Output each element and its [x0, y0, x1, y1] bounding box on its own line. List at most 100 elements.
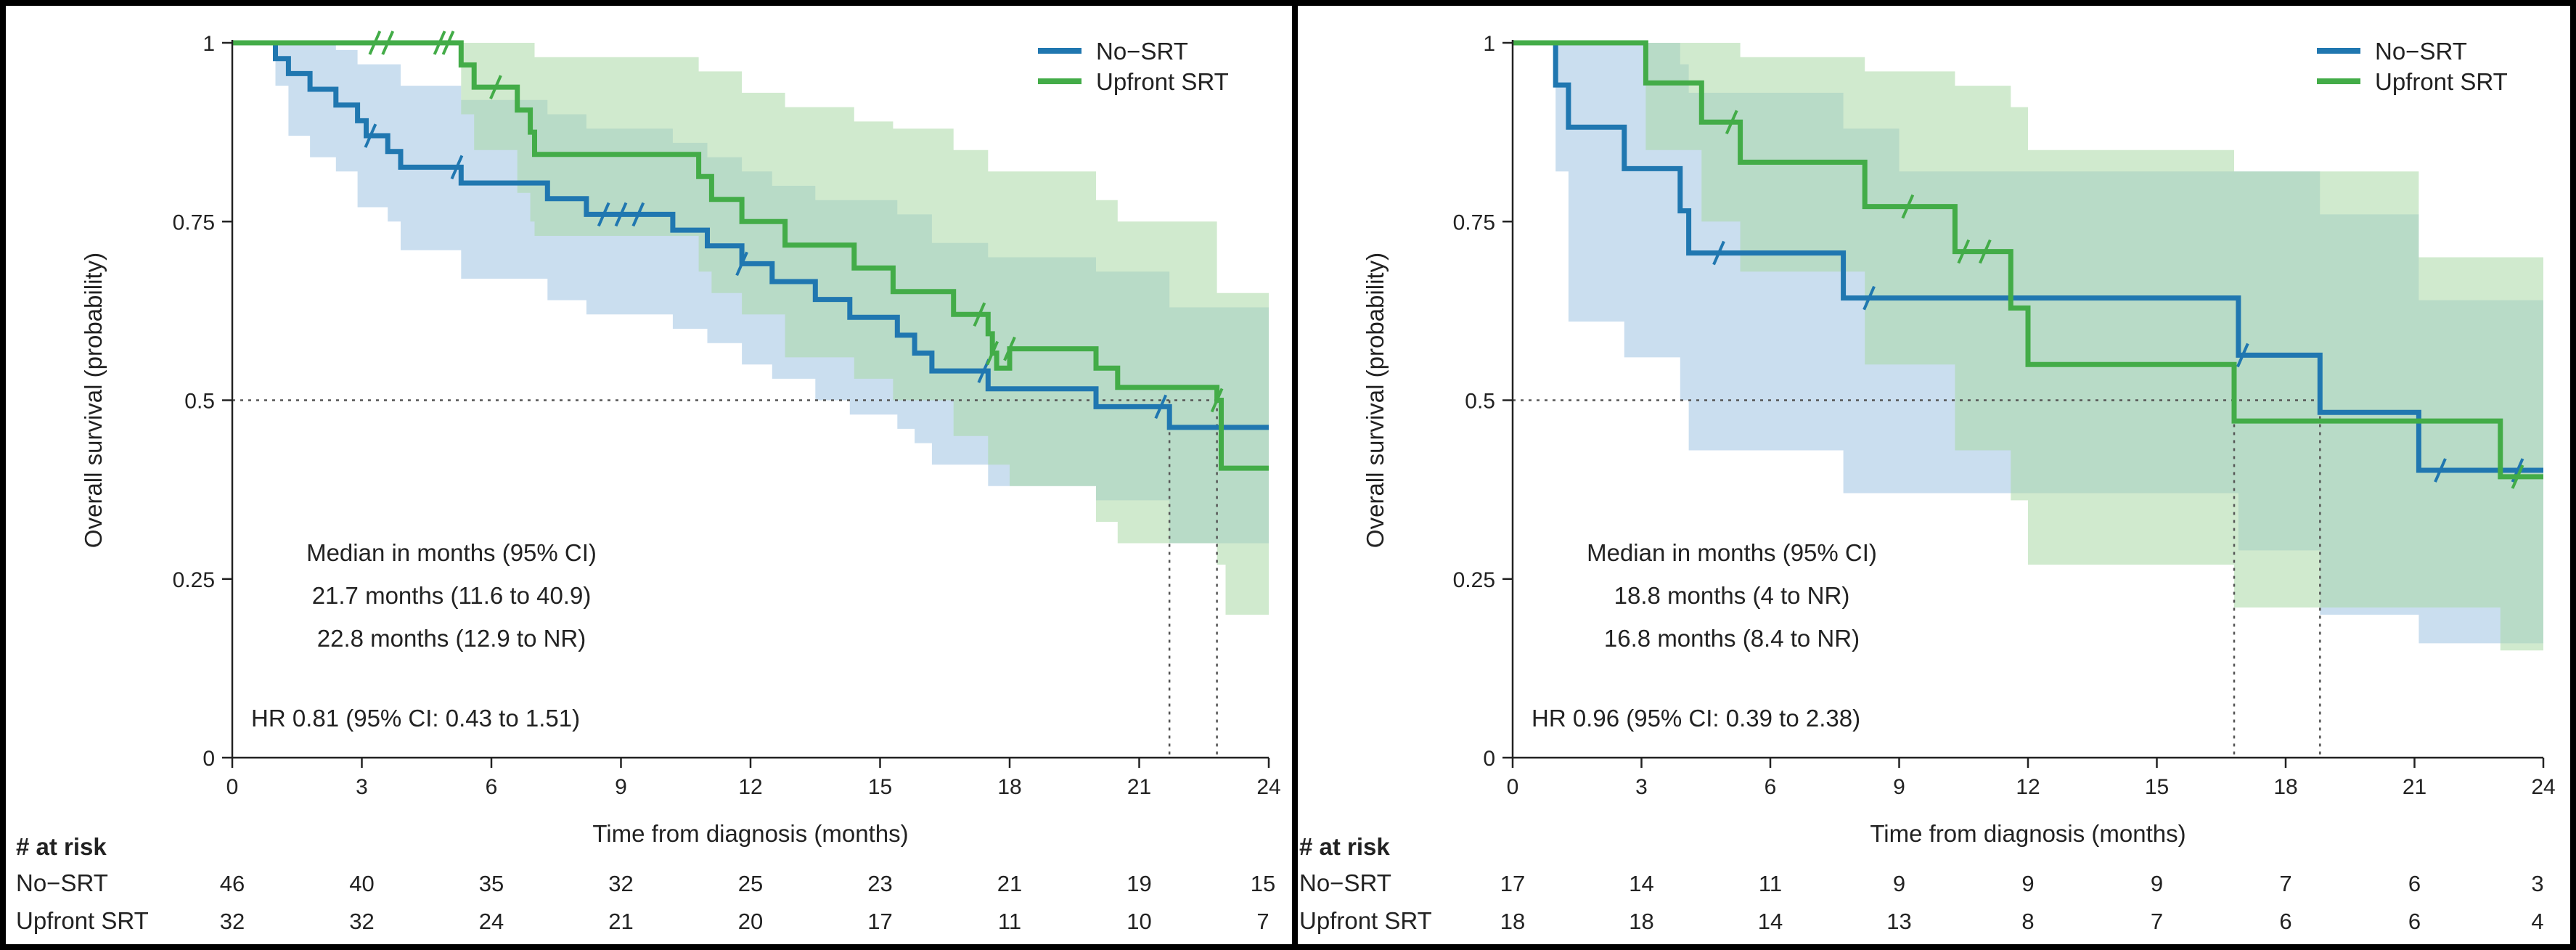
no-srt-censor-mark: [631, 202, 645, 227]
at-risk-count: 3: [2531, 871, 2543, 896]
x-tick-label: 15: [868, 775, 892, 799]
at-risk-count: 8: [2021, 909, 2034, 934]
y-tick-label: 0.5: [184, 390, 215, 414]
at-risk-count: 6: [2279, 909, 2291, 934]
no-srt-censor-mark: [450, 155, 464, 180]
at-risk-count: 10: [1127, 909, 1151, 934]
at-risk-count: 7: [2279, 871, 2291, 896]
x-tick-label: 3: [1635, 775, 1648, 799]
at-risk-count: 4: [2531, 909, 2543, 934]
at-risk-row-label: No−SRT: [16, 869, 108, 896]
x-tick-label: 6: [486, 775, 498, 799]
upfront-srt-survival-curve: [1513, 40, 2543, 480]
x-tick-label: 18: [2273, 775, 2297, 799]
upfront-srt-ci-band: [232, 43, 1269, 615]
legend-label: No−SRT: [1096, 38, 1188, 65]
no-srt-censor-mark: [1154, 394, 1168, 419]
at-risk-count: 11: [1759, 871, 1782, 896]
y-tick-label: 0: [1483, 747, 1495, 771]
at-risk-count: 24: [479, 909, 504, 934]
at-risk-count: 11: [998, 909, 1021, 934]
at-risk-count: 18: [1629, 909, 1653, 934]
hazard-ratio-annotation: HR 0.81 (95% CI: 0.43 to 1.51): [251, 705, 580, 732]
no-srt-censor-mark: [1863, 285, 1876, 311]
upfront-srt-survival-curve: [232, 40, 1269, 471]
at-risk-count: 17: [1500, 871, 1525, 896]
upfront-srt-censor-mark: [1210, 388, 1224, 413]
at-risk-title: # at risk: [1299, 833, 1390, 860]
x-tick-label: 21: [1127, 775, 1151, 799]
at-risk-row-label: No−SRT: [1299, 869, 1391, 896]
at-risk-title: # at risk: [16, 833, 107, 860]
upfront-srt-censor-mark: [1003, 336, 1016, 361]
x-tick-label: 9: [1893, 775, 1905, 799]
right-panel-frame: [1292, 0, 2576, 950]
at-risk-count: 6: [2408, 909, 2421, 934]
upfront-srt-censor-mark: [433, 30, 446, 55]
at-risk-count: 46: [220, 871, 245, 896]
at-risk-row-label: Upfront SRT: [16, 907, 149, 934]
at-risk-count: 14: [1758, 909, 1783, 934]
at-risk-count: 21: [608, 909, 633, 934]
upfront-srt-censor-mark: [1725, 110, 1738, 135]
y-tick-label: 1: [1483, 32, 1495, 56]
upfront-srt-censor-mark: [1901, 194, 1915, 219]
at-risk-count: 19: [1127, 871, 1151, 896]
at-risk-count: 13: [1886, 909, 1911, 934]
median-title-annotation: Median in months (95% CI): [1587, 539, 1877, 566]
y-axis-title: Overall survival (probability): [1362, 253, 1389, 548]
no-srt-survival-curve: [232, 40, 1269, 430]
x-tick-label: 12: [2016, 775, 2040, 799]
no-srt-censor-mark: [2236, 343, 2249, 368]
median-upfront-annotation: 16.8 months (8.4 to NR): [1604, 625, 1860, 652]
x-tick-label: 24: [1256, 775, 1280, 799]
y-tick-label: 0.75: [173, 210, 215, 234]
no-srt-censor-mark: [1712, 240, 1725, 266]
at-risk-count: 18: [1500, 909, 1525, 934]
at-risk-count: 32: [608, 871, 633, 896]
upfront-srt-censor-mark: [368, 30, 382, 55]
hazard-ratio-annotation: HR 0.96 (95% CI: 0.39 to 2.38): [1532, 705, 1860, 732]
no-srt-censor-mark: [364, 123, 377, 148]
at-risk-count: 32: [220, 909, 245, 934]
at-risk-count: 40: [349, 871, 374, 896]
upfront-srt-censor-mark: [441, 30, 455, 55]
y-axis-title: Overall survival (probability): [80, 253, 107, 548]
upfront-srt-censor-mark: [489, 75, 502, 99]
y-tick-label: 0: [203, 747, 215, 771]
at-risk-count: 9: [2021, 871, 2034, 896]
at-risk-count: 23: [867, 871, 892, 896]
upfront-srt-censor-mark: [973, 302, 986, 327]
upfront-srt-censor-mark: [1957, 239, 1971, 264]
y-tick-label: 0.5: [1465, 390, 1495, 414]
at-risk-count: 6: [2408, 871, 2421, 896]
x-tick-label: 18: [997, 775, 1021, 799]
median-title-annotation: Median in months (95% CI): [306, 539, 597, 566]
y-tick-label: 1: [203, 32, 215, 56]
upfront-srt-censor-mark: [1979, 239, 1992, 264]
legend-label: Upfront SRT: [1096, 68, 1229, 95]
at-risk-count: 7: [1256, 909, 1269, 934]
x-tick-label: 9: [615, 775, 627, 799]
y-tick-label: 0.25: [1453, 568, 1495, 592]
x-tick-label: 15: [2145, 775, 2169, 799]
x-axis-title: Time from diagnosis (months): [592, 820, 908, 847]
legend-label: Upfront SRT: [2375, 68, 2508, 95]
at-risk-count: 9: [1893, 871, 1905, 896]
upfront-srt-censor-mark: [986, 340, 999, 366]
y-tick-label: 0.75: [1453, 210, 1495, 234]
legend-label: No−SRT: [2375, 38, 2467, 65]
at-risk-count: 17: [867, 909, 892, 934]
x-tick-label: 21: [2403, 775, 2426, 799]
median-no-srt-annotation: 18.8 months (4 to NR): [1614, 582, 1850, 609]
no-srt-censor-mark: [735, 251, 748, 277]
at-risk-count: 35: [479, 871, 504, 896]
at-risk-count: 15: [1251, 871, 1275, 896]
x-axis-title: Time from diagnosis (months): [1870, 820, 2185, 847]
at-risk-count: 14: [1629, 871, 1653, 896]
right-km-panel: 0 0.25 0.5 0.75 1 0 3 6 9 12 15 18 21 24 Time from dia…: [1299, 32, 2556, 934]
at-risk-count: 25: [738, 871, 763, 896]
x-tick-label: 6: [1765, 775, 1777, 799]
